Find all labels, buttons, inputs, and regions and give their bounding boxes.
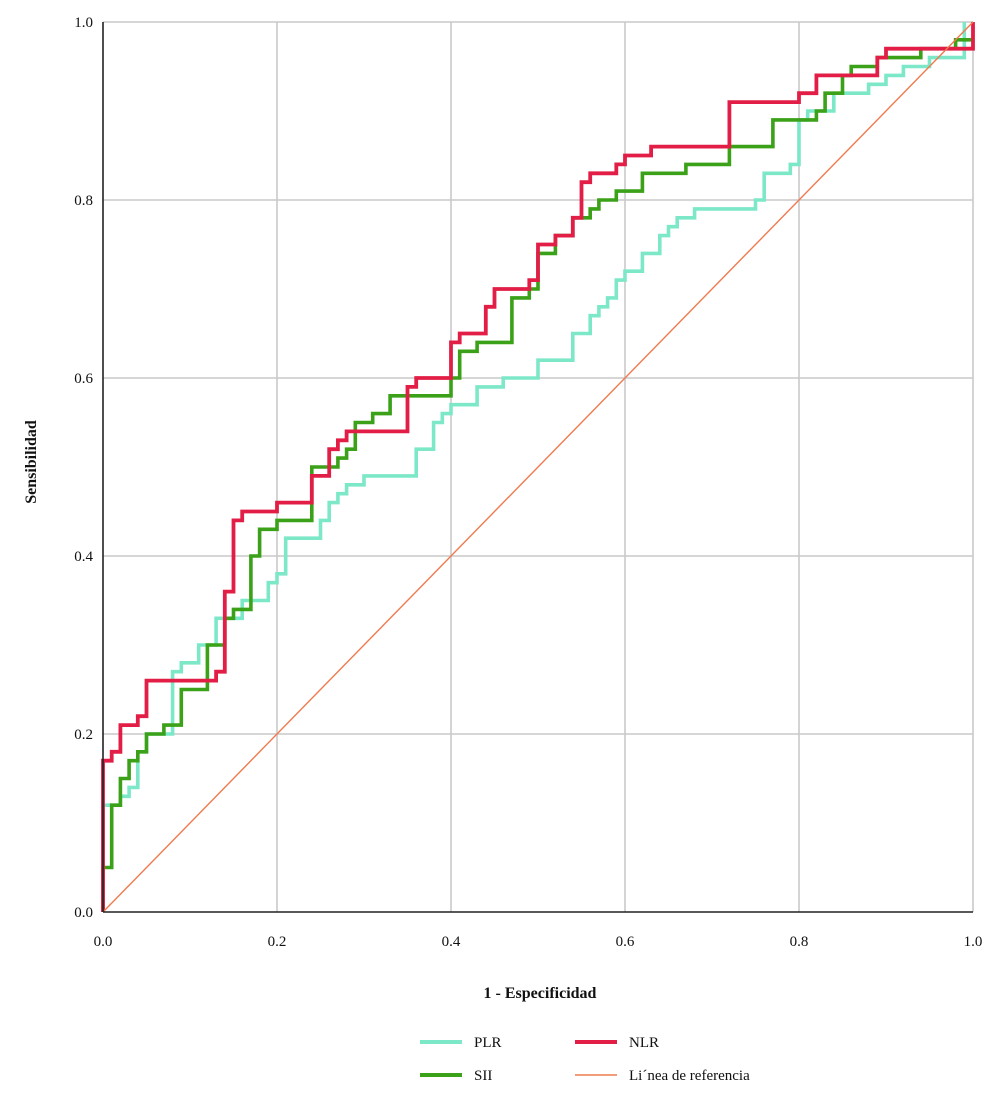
series-line-sii: [101, 37, 973, 912]
axes: [102, 22, 973, 913]
y-tick-label: 0.8: [74, 193, 93, 209]
y-tick-label: 0.4: [74, 549, 93, 565]
x-tick-label: 0.2: [268, 934, 287, 950]
legend-label-li-nea-de-referencia: Li´nea de referencia: [629, 1068, 750, 1084]
x-tick-label: 1.0: [964, 934, 983, 950]
y-tick-label: 0.0: [74, 905, 93, 921]
series-line-plr: [101, 22, 967, 912]
series-line-li-nea-de-referencia: [102, 21, 974, 913]
grid: [103, 21, 974, 912]
x-tick-label: 0.6: [616, 934, 635, 950]
legend-label-nlr: NLR: [629, 1035, 659, 1051]
legend-label-sii: SII: [474, 1068, 492, 1084]
legend: PLR NLR SII Li´nea de referencia: [420, 1035, 750, 1084]
y-tick-label: 0.2: [74, 727, 93, 743]
x-tick-label: 0.4: [442, 934, 461, 950]
y-tick-label: 1.0: [74, 15, 93, 31]
x-axis-title: 1 - Especificidad: [484, 985, 597, 1002]
y-tick-label: 0.6: [74, 371, 93, 387]
series-layer: [101, 21, 975, 913]
y-axis-title: Sensibilidad: [23, 420, 40, 504]
tick-labels: 0.0 0.2 0.4 0.6 0.8 1.0 0.0 0.2 0.4 0.6 0.8 1.0: [74, 15, 982, 950]
legend-label-plr: PLR: [474, 1035, 502, 1051]
x-tick-label: 0.0: [94, 934, 113, 950]
x-tick-label: 0.8: [790, 934, 809, 950]
series-line-nlr: [101, 22, 975, 912]
